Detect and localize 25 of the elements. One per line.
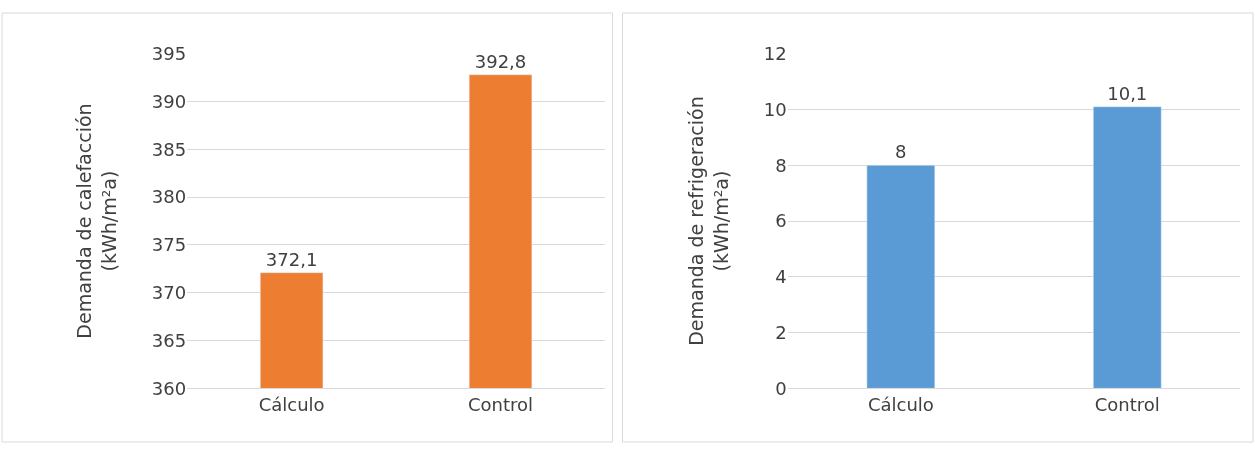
y-tick-label: 4 [775, 266, 787, 288]
y-tick-label: 2 [775, 321, 787, 343]
y-tick-label: 12 [763, 43, 787, 65]
y-tick-label: 0 [775, 377, 787, 399]
data-label: 392,8 [474, 50, 527, 72]
y-tick-label: 8 [775, 154, 787, 176]
data-label: 10,1 [1107, 82, 1148, 104]
x-tick-label: Cálculo [258, 393, 325, 415]
y-axis-title: Demanda de calefacción (kWh/m²a) [72, 103, 120, 339]
y-tick-label: 370 [151, 282, 187, 304]
y-tick-label: 10 [763, 98, 787, 120]
y-axis-title: Demanda de refrigeración (kWh/m²a) [684, 96, 732, 346]
y-tick-label: 375 [151, 234, 187, 256]
data-label: 8 [895, 141, 907, 163]
y-tick-label: 360 [151, 377, 187, 399]
y-tick-label: 390 [151, 90, 187, 112]
y-tick-label: 385 [151, 138, 187, 160]
y-tick-label: 6 [775, 210, 787, 232]
x-tick-label: Control [467, 393, 534, 415]
y-tick-label: 395 [151, 43, 187, 65]
x-tick-label: Cálculo [867, 393, 934, 415]
data-label: 372,1 [265, 248, 318, 270]
y-tick-label: 380 [151, 186, 187, 208]
x-tick-label: Control [1094, 393, 1160, 415]
y-tick-label: 365 [151, 329, 187, 351]
